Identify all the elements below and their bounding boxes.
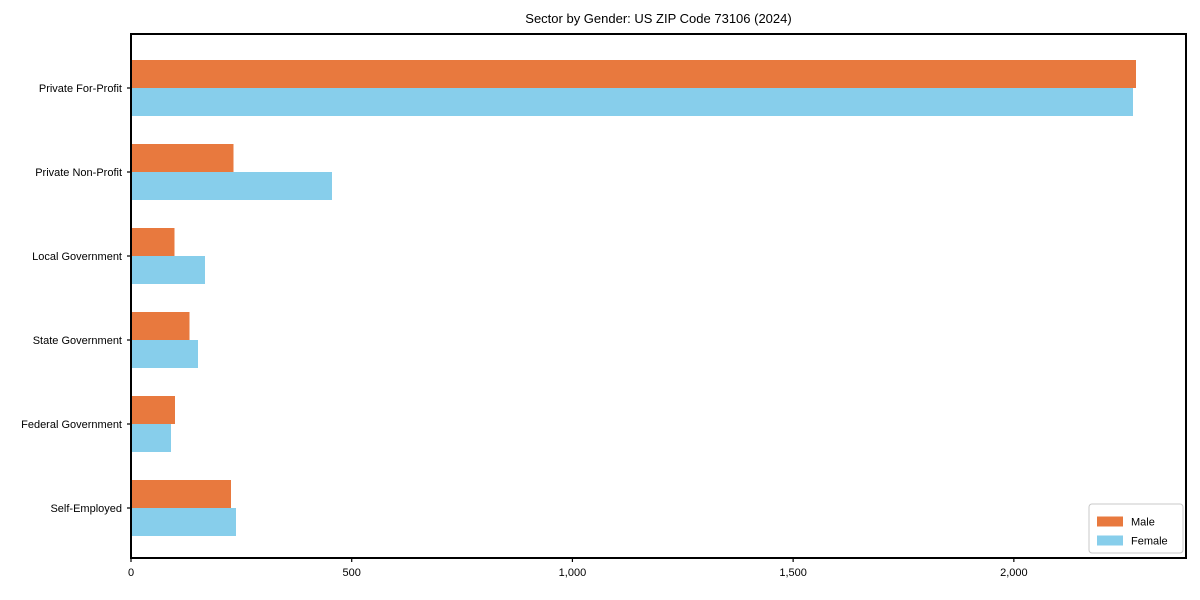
legend-swatch-male	[1097, 516, 1123, 527]
y-tick-label-federal-government: Federal Government	[21, 419, 122, 431]
y-tick-label-private-non-profit: Private Non-Profit	[35, 167, 122, 179]
plot-border	[130, 33, 1187, 559]
bar-female-federal-government	[131, 424, 172, 452]
bar-male-state-government	[131, 312, 190, 340]
legend-label-female: Female	[1131, 536, 1168, 548]
x-tick-label-0: 0	[128, 567, 134, 579]
y-tick-label-private-for-profit: Private For-Profit	[39, 83, 122, 95]
bar-male-private-non-profit	[131, 144, 234, 172]
y-tick-label-local-government: Local Government	[32, 251, 122, 263]
x-tick-label-1500: 1,500	[779, 567, 807, 579]
y-tick-label-self-employed: Self-Employed	[50, 503, 122, 515]
legend-swatch-female	[1097, 535, 1123, 546]
chart-title: Sector by Gender: US ZIP Code 73106 (202…	[525, 11, 792, 26]
bar-female-private-for-profit	[131, 88, 1134, 116]
bar-male-federal-government	[131, 396, 176, 424]
bar-female-local-government	[131, 256, 206, 284]
y-tick-label-state-government: State Government	[33, 335, 122, 347]
bar-male-local-government	[131, 228, 175, 256]
x-tick-label-2000: 2,000	[1000, 567, 1028, 579]
bar-male-self-employed	[131, 480, 232, 508]
bar-female-self-employed	[131, 508, 237, 536]
bar-female-state-government	[131, 340, 199, 368]
legend-label-male: Male	[1131, 517, 1155, 529]
x-tick-label-500: 500	[343, 567, 361, 579]
x-tick-label-1000: 1,000	[559, 567, 587, 579]
bar-female-private-non-profit	[131, 172, 332, 200]
bar-male-private-for-profit	[131, 60, 1137, 88]
